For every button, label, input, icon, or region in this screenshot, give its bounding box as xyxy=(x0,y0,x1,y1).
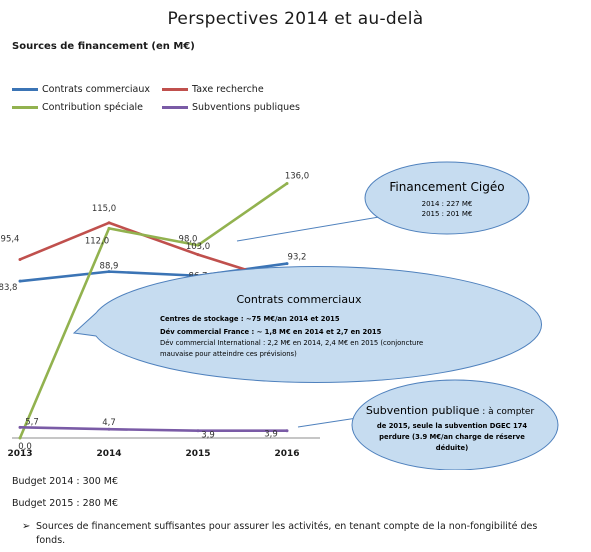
callout-commerciaux-title: Contrats commerciaux xyxy=(236,293,362,306)
data-label-speciale: 136,0 xyxy=(285,171,309,181)
data-point-speciale xyxy=(196,243,200,247)
callout-subvention-line-3: déduite) xyxy=(436,444,468,452)
series-line-speciale xyxy=(18,182,288,439)
line-chart: 201320142015201683,888,986,793,295,4115,… xyxy=(0,161,559,470)
data-point-subventions xyxy=(107,427,111,431)
callout-subvention-bubble xyxy=(351,379,559,470)
series-line-recherche xyxy=(19,221,288,284)
footnote-text: Sources de financement suffisantes pour … xyxy=(36,521,538,546)
data-point-speciale xyxy=(107,226,111,230)
data-label-commerciaux: 83,8 xyxy=(0,283,17,293)
callout-subvention-title: Subvention publique xyxy=(366,404,480,417)
data-point-commerciaux xyxy=(285,262,289,266)
callout-cigeo-line-2: 2015 : 201 M€ xyxy=(422,210,473,218)
data-label-commerciaux: 88,9 xyxy=(100,262,119,272)
callout-commerciaux-line-3: Dév commercial International : 2,2 M€ en… xyxy=(160,339,423,347)
legend-label-speciale: Contribution spéciale xyxy=(42,102,143,113)
budget-2014: Budget 2014 : 300 M€ xyxy=(12,476,118,487)
data-label-subventions: 3,9 xyxy=(201,431,215,441)
data-point-speciale xyxy=(18,436,22,440)
data-label-speciale: 112,0 xyxy=(85,236,109,246)
callout-cigeo-line-1: 2014 : 227 M€ xyxy=(422,200,473,208)
data-label-speciale: 0,0 xyxy=(18,442,32,452)
callout-commerciaux-bubble xyxy=(72,266,543,383)
data-label-subventions: 3,9 xyxy=(264,430,278,440)
callout-commerciaux-line-4: mauvaise pour atteindre ces prévisions) xyxy=(160,350,297,358)
callout-commerciaux-line-2: Dév commercial France : ~ 1,8 M€ en 2014… xyxy=(160,328,382,336)
data-point-subventions xyxy=(196,429,200,433)
chart-subtitle: Sources de financement (en M€) xyxy=(12,41,195,52)
legend-item-commerciaux: Contrats commerciaux xyxy=(12,84,150,95)
legend-swatch-recherche xyxy=(162,88,188,91)
callout-cigeo-title: Financement Cigéo xyxy=(389,180,504,194)
callout-subvention-pointer xyxy=(297,417,358,428)
data-label-recherche: 95,4 xyxy=(1,234,20,244)
footnote: ➢ Sources de financement suffisantes pou… xyxy=(22,520,546,548)
data-label-recherche: 115,0 xyxy=(92,204,116,214)
data-point-recherche xyxy=(107,221,111,225)
data-point-subventions xyxy=(18,425,22,429)
legend-label-recherche: Taxe recherche xyxy=(192,84,264,95)
callout-subvention-line-1: de 2015, seule la subvention DGEC 174 xyxy=(377,422,528,430)
data-point-recherche xyxy=(196,253,200,257)
legend-label-commerciaux: Contrats commerciaux xyxy=(42,84,151,95)
x-tick-label: 2016 xyxy=(274,449,299,459)
budget-2015: Budget 2015 : 280 M€ xyxy=(12,498,118,509)
data-label-recherche: 98,0 xyxy=(179,235,198,245)
data-point-speciale xyxy=(285,181,289,185)
data-point-recherche xyxy=(18,257,22,261)
legend-label-subventions: Subventions publiques xyxy=(192,102,300,113)
legend-swatch-subventions xyxy=(162,106,188,109)
data-label-subventions: 5,7 xyxy=(25,417,39,427)
chart-title: Perspectives 2014 et au-delà xyxy=(167,9,424,29)
legend-item-speciale: Contribution spéciale xyxy=(12,102,143,113)
legend-swatch-speciale xyxy=(12,106,38,109)
data-label-speciale: 103,0 xyxy=(186,242,210,252)
data-label-commerciaux: 93,2 xyxy=(288,253,307,263)
legend-item-subventions: Subventions publiques xyxy=(162,102,300,113)
data-point-commerciaux xyxy=(107,270,111,274)
callout-subvention-heading: Subvention publique : à compter xyxy=(366,404,535,417)
callout-cigeo-pointer xyxy=(236,215,386,242)
legend-swatch-commerciaux xyxy=(12,88,38,91)
x-tick-label: 2014 xyxy=(96,449,121,459)
data-point-subventions xyxy=(285,429,289,433)
data-point-commerciaux xyxy=(18,279,22,283)
data-label-subventions: 4,7 xyxy=(102,418,116,428)
series-line-subventions xyxy=(19,426,287,433)
callout-subvention-title-suffix: : à compter xyxy=(479,407,534,417)
callout-cigeo-bubble xyxy=(364,161,530,235)
x-tick-label: 2013 xyxy=(7,449,32,459)
callout-subvention-line-2: perdure (3.9 M€/an charge de réserve xyxy=(379,433,525,441)
legend-item-recherche: Taxe recherche xyxy=(162,84,264,95)
bullet-arrow-icon: ➢ xyxy=(22,521,31,532)
callout-commerciaux-line-1: Centres de stockage : ~75 M€/an 2014 et … xyxy=(160,315,340,323)
x-tick-label: 2015 xyxy=(185,449,210,459)
